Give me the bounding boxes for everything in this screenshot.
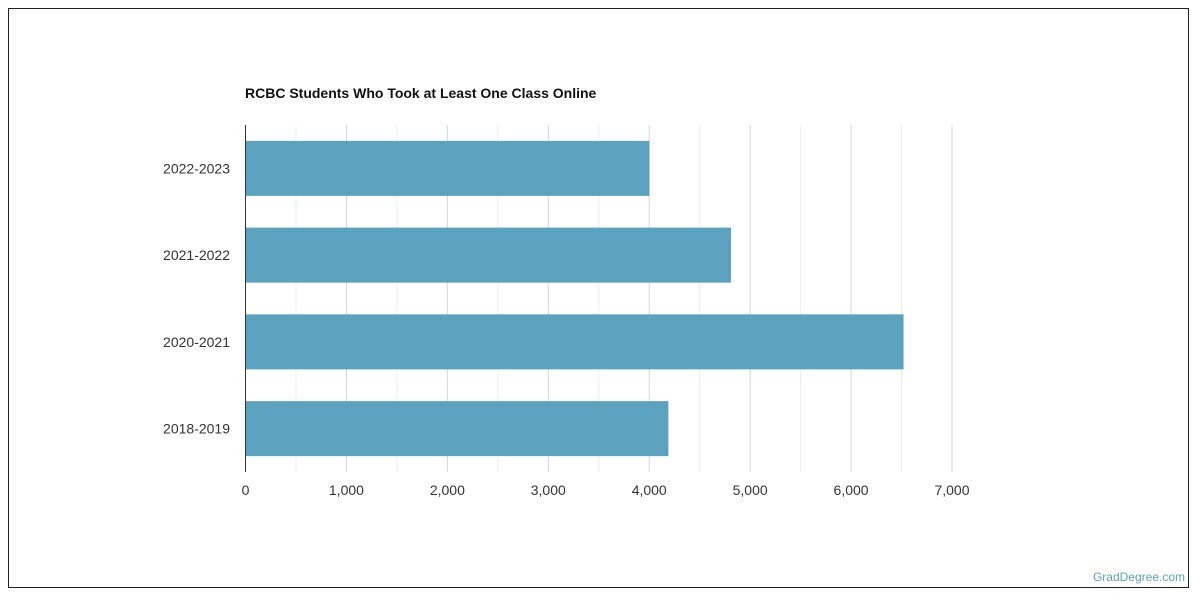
category-label: 2022-2023 [163,160,230,176]
x-tick-label: 4,000 [632,482,667,498]
chart-title: RCBC Students Who Took at Least One Clas… [245,85,597,101]
category-label: 2021-2022 [163,247,230,263]
category-label: 2020-2021 [163,334,230,350]
bar-2020-2021 [245,314,904,370]
x-tick-label: 3,000 [531,482,566,498]
bar-2022-2023 [245,140,650,196]
watermark-link[interactable]: GradDegree.com [1092,570,1185,584]
x-tick-label: 6,000 [834,482,869,498]
x-tick-label: 0 [242,482,250,498]
bar-2018-2019 [245,401,669,457]
x-tick-label: 2,000 [430,482,465,498]
category-label: 2018-2019 [163,421,230,437]
bar-2021-2022 [245,227,731,283]
x-tick-label: 7,000 [934,482,969,498]
x-tick-label: 5,000 [733,482,768,498]
x-tick-label: 1,000 [329,482,364,498]
